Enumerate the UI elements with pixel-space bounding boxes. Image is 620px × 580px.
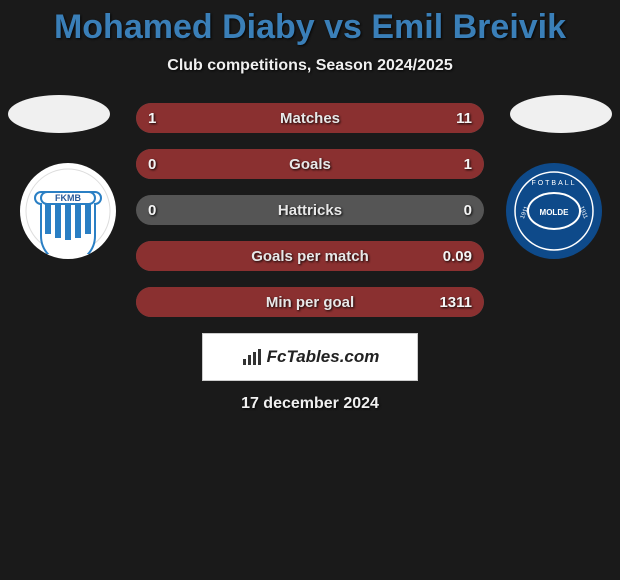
molde-badge-icon: MOLDE 1911 1911 FOTBALL xyxy=(506,163,602,259)
stat-value-right: 0 xyxy=(464,202,472,219)
fkmb-badge-icon: FKMB xyxy=(25,168,111,254)
stat-value-left: 0 xyxy=(148,156,156,173)
svg-text:FOTBALL: FOTBALL xyxy=(531,180,576,187)
club-badge-right: MOLDE 1911 1911 FOTBALL xyxy=(506,163,602,259)
stat-row: Min per goal 1311 xyxy=(136,287,484,317)
player-right-placeholder xyxy=(510,95,612,133)
stat-row: Goals per match 0.09 xyxy=(136,241,484,271)
stat-row: 0 Goals 1 xyxy=(136,149,484,179)
stat-value-right: 11 xyxy=(456,110,472,127)
header: Mohamed Diaby vs Emil Breivik Club compe… xyxy=(0,0,620,75)
date-text: 17 december 2024 xyxy=(0,395,620,413)
page-title: Mohamed Diaby vs Emil Breivik xyxy=(0,8,620,47)
chart-icon xyxy=(241,347,263,367)
stat-label: Goals xyxy=(289,156,331,173)
stat-label: Goals per match xyxy=(251,248,369,265)
stat-value-right: 0.09 xyxy=(443,248,472,265)
stat-row: 0 Hattricks 0 xyxy=(136,195,484,225)
stat-label: Matches xyxy=(280,110,340,127)
stat-value-left: 1 xyxy=(148,110,156,127)
stat-rows: 1 Matches 11 0 Goals 1 0 Hattricks 0 Goals per ma… xyxy=(136,103,484,317)
stat-value-right: 1311 xyxy=(439,294,472,311)
comparison-body: FKMB MOLDE 1911 1911 FOTBALL 1 Matches 11 0… xyxy=(0,103,620,317)
subtitle: Club competitions, Season 2024/2025 xyxy=(0,57,620,75)
stat-value-left: 0 xyxy=(148,202,156,219)
footer-logo[interactable]: FcTables.com xyxy=(202,333,418,381)
stat-label: Min per goal xyxy=(266,294,354,311)
stat-value-right: 1 xyxy=(464,156,472,173)
svg-text:FKMB: FKMB xyxy=(55,193,81,203)
stat-row: 1 Matches 11 xyxy=(136,103,484,133)
club-badge-left: FKMB xyxy=(20,163,116,259)
player-left-placeholder xyxy=(8,95,110,133)
svg-text:MOLDE: MOLDE xyxy=(540,208,570,217)
stat-label: Hattricks xyxy=(278,202,342,219)
footer-logo-text: FcTables.com xyxy=(267,347,380,367)
